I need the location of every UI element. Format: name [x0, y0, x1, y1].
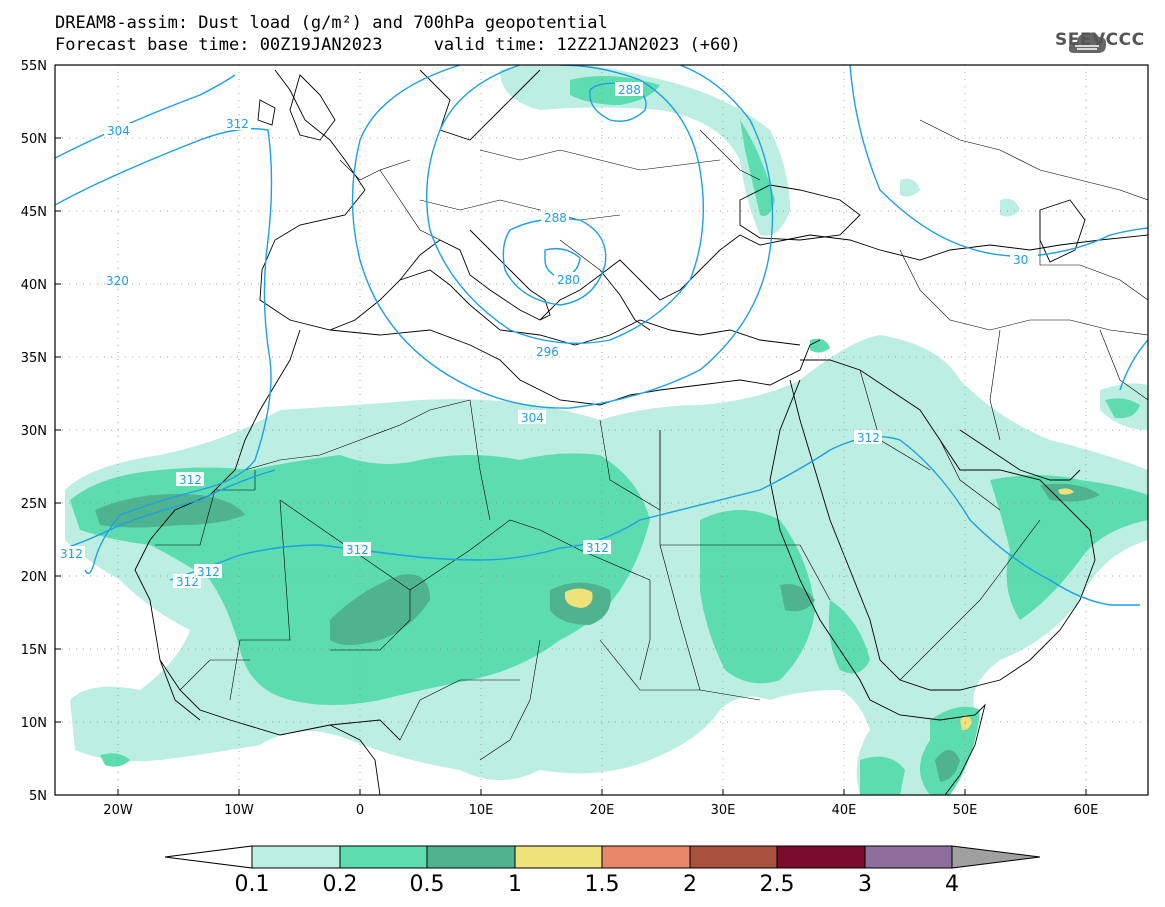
contour-label-304a: 304	[107, 124, 130, 138]
colorbar-bin-6	[689, 845, 778, 869]
lon-label-50e: 50E	[953, 803, 978, 818]
axis-ticks	[55, 64, 1087, 795]
colorbar-label-0-2: 0.2	[323, 872, 358, 897]
geopotential-contours	[55, 65, 1148, 606]
lat-label-15n: 15N	[21, 643, 47, 658]
contour-label-312c: 312	[60, 547, 83, 561]
country-borders	[155, 119, 1148, 761]
colorbar-label-0-5: 0.5	[410, 872, 445, 897]
colorbar-over-triangle	[951, 845, 1041, 869]
lat-label-5n: 5N	[29, 789, 47, 804]
map-title: DREAM8-assim: Dust load (g/m²) and 700hP…	[55, 13, 608, 33]
colorbar-bin-7	[776, 845, 866, 869]
contour-label-312g: 312	[586, 541, 609, 555]
contour-label-312f: 312	[346, 543, 369, 557]
lon-label-30e: 30E	[711, 803, 736, 818]
lon-label-10e: 10E	[469, 803, 494, 818]
lon-label-40e: 40E	[832, 803, 857, 818]
lon-label-20w: 20W	[103, 803, 133, 818]
contour-label-288b: 288	[544, 211, 567, 225]
colorbar-bin-5	[601, 845, 691, 869]
lat-label-10n: 10N	[21, 716, 47, 731]
contour-label-320: 320	[106, 274, 129, 288]
colorbar	[164, 845, 1041, 869]
colorbar-bin-2	[339, 845, 428, 869]
colorbar-under-triangle	[164, 845, 253, 869]
colorbar-label-3: 3	[858, 872, 872, 897]
dust-shading-light	[65, 65, 1148, 795]
contour-label-288a: 288	[618, 83, 641, 97]
lat-label-55n: 55N	[21, 59, 47, 74]
lat-label-40n: 40N	[21, 278, 47, 293]
contour-label-312i: 30	[1013, 253, 1028, 267]
longitude-labels: 20W 10W 0 10E 20E 30E 40E 50E 60E	[103, 803, 1098, 818]
contour-label-312e: 312	[197, 565, 220, 579]
dust-shading-yellow	[565, 488, 1074, 731]
lat-label-25n: 25N	[21, 497, 47, 512]
lat-label-35n: 35N	[21, 351, 47, 366]
colorbar-label-1: 1	[508, 872, 522, 897]
contour-label-312d: 312	[176, 575, 199, 589]
contour-label-312h: 312	[857, 431, 880, 445]
colorbar-labels: 0.1 0.2 0.5 1 1.5 2 2.5 3 4	[235, 872, 960, 897]
colorbar-bin-8	[864, 845, 953, 869]
logo-text: SEEVCCC	[1055, 30, 1145, 50]
colorbar-label-2-5: 2.5	[760, 872, 795, 897]
lat-label-45n: 45N	[21, 205, 47, 220]
contour-labels: 288 304 312 320 288 280 296 304 312 312 …	[57, 82, 1038, 589]
contour-label-280: 280	[557, 273, 580, 287]
lat-label-50n: 50N	[21, 132, 47, 147]
lon-label-10w: 10W	[224, 803, 254, 818]
colorbar-label-0-1: 0.1	[235, 872, 270, 897]
contour-label-296: 296	[536, 345, 559, 359]
colorbar-bin-4	[514, 845, 603, 869]
colorbar-label-2: 2	[683, 872, 697, 897]
colorbar-bin-3	[426, 845, 516, 869]
contour-label-312a: 312	[226, 117, 249, 131]
lat-label-20n: 20N	[21, 570, 47, 585]
lon-label-0: 0	[356, 803, 364, 818]
cloud-icon	[1068, 32, 1107, 53]
colorbar-bin-1	[251, 845, 341, 869]
graticule	[55, 65, 1148, 795]
lat-label-30n: 30N	[21, 424, 47, 439]
colorbar-label-4: 4	[945, 872, 959, 897]
latitude-labels: 55N 50N 45N 40N 35N 30N 25N 20N 15N 10N …	[21, 59, 47, 804]
forecast-times: Forecast base time: 00Z19JAN2023 valid t…	[55, 35, 741, 55]
colorbar-label-1-5: 1.5	[585, 872, 620, 897]
contour-label-304b: 304	[521, 411, 544, 425]
contour-label-312b: 312	[179, 473, 202, 487]
lon-label-20e: 20E	[590, 803, 615, 818]
lon-label-60e: 60E	[1074, 803, 1099, 818]
